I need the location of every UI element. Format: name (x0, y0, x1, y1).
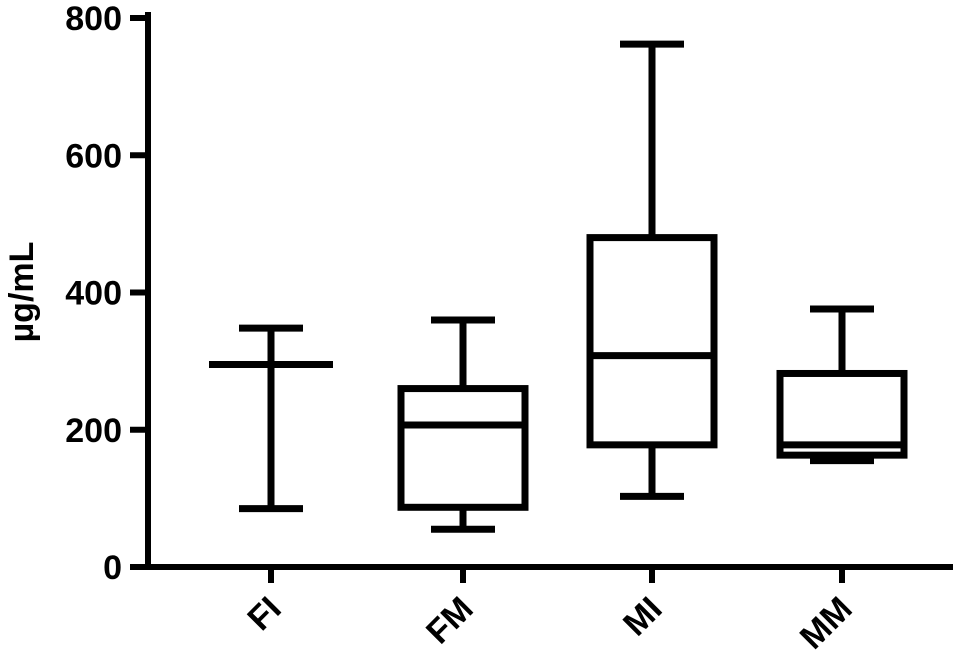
y-tick-label: 400 (65, 275, 122, 313)
y-tick-label: 200 (65, 412, 122, 450)
iqr-box (586, 234, 718, 449)
box-mi (586, 40, 718, 500)
box-fm (397, 316, 529, 533)
box-mm (776, 305, 908, 465)
axes: 0 200 400 600 800 FI FM MI MM (65, 0, 953, 657)
box-fi (209, 324, 333, 513)
y-tick-label: 800 (65, 0, 122, 38)
x-tick-label: FM (419, 590, 481, 652)
x-tick-label: FI (240, 590, 288, 638)
y-axis-title: µg/mL (3, 242, 41, 343)
iqr-box (776, 369, 908, 459)
x-tick-label: MM (793, 590, 860, 657)
x-tick-label: MI (616, 590, 670, 644)
iqr-box (397, 385, 529, 511)
box-series (209, 40, 908, 533)
y-tick-label: 0 (103, 549, 122, 587)
y-tick-label: 600 (65, 137, 122, 175)
